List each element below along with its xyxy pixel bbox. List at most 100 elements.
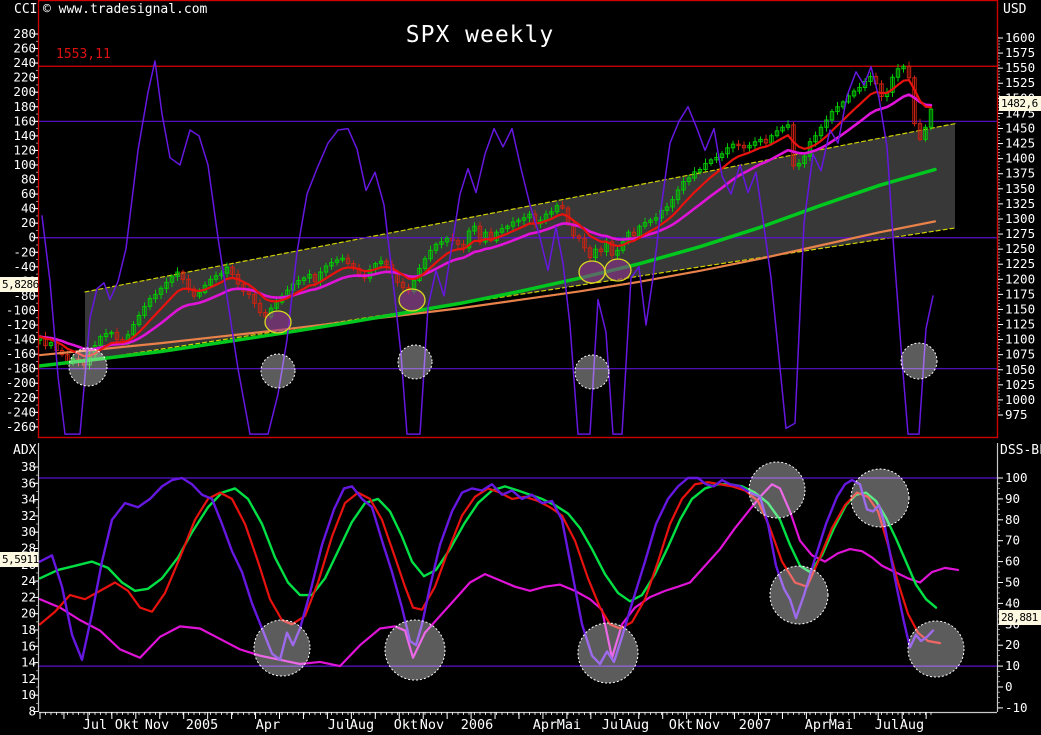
svg-text:0: 0 — [28, 230, 36, 245]
svg-text:260: 260 — [13, 41, 36, 56]
svg-text:60: 60 — [21, 186, 36, 201]
svg-text:1125: 1125 — [1005, 317, 1035, 332]
main-left-axis-title: CCI — [14, 2, 38, 17]
svg-text:140: 140 — [13, 128, 36, 143]
svg-text:Jul: Jul — [83, 717, 107, 733]
svg-text:90: 90 — [1005, 491, 1020, 506]
svg-text:0: 0 — [1005, 679, 1013, 694]
svg-text:-260: -260 — [6, 419, 36, 434]
svg-text:18: 18 — [21, 622, 36, 637]
svg-text:-100: -100 — [6, 302, 36, 317]
svg-text:20: 20 — [21, 215, 36, 230]
svg-text:60: 60 — [1005, 554, 1020, 569]
svg-text:Mai: Mai — [557, 717, 581, 733]
svg-text:Mai: Mai — [829, 717, 853, 733]
svg-text:1575: 1575 — [1005, 45, 1035, 60]
svg-text:220: 220 — [13, 70, 36, 85]
svg-text:24: 24 — [21, 573, 36, 588]
svg-text:Jul: Jul — [328, 717, 352, 733]
svg-text:1275: 1275 — [1005, 226, 1035, 241]
svg-text:200: 200 — [13, 84, 36, 99]
svg-text:50: 50 — [1005, 575, 1020, 590]
svg-text:32: 32 — [21, 508, 36, 523]
svg-text:12: 12 — [21, 671, 36, 686]
bottom-left-value-box: 5,5911 — [0, 552, 39, 567]
svg-text:1325: 1325 — [1005, 196, 1035, 211]
svg-text:-40: -40 — [13, 259, 36, 274]
svg-text:16: 16 — [21, 638, 36, 653]
svg-text:1425: 1425 — [1005, 136, 1035, 151]
svg-text:1250: 1250 — [1005, 241, 1035, 256]
svg-text:-220: -220 — [6, 390, 36, 405]
svg-text:100: 100 — [1005, 470, 1028, 485]
svg-text:2005: 2005 — [186, 717, 219, 733]
svg-text:20: 20 — [21, 606, 36, 621]
svg-text:Nov: Nov — [696, 717, 720, 733]
svg-text:30: 30 — [21, 524, 36, 539]
chart-title: SPX weekly — [405, 22, 555, 48]
svg-text:1600: 1600 — [1005, 30, 1035, 45]
svg-text:Aug: Aug — [350, 717, 374, 733]
svg-text:120: 120 — [13, 142, 36, 157]
svg-text:1550: 1550 — [1005, 60, 1035, 75]
svg-text:28: 28 — [21, 541, 36, 556]
svg-text:1525: 1525 — [1005, 75, 1035, 90]
svg-text:Nov: Nov — [145, 717, 169, 733]
svg-text:Jul: Jul — [602, 717, 626, 733]
svg-text:10: 10 — [1005, 658, 1020, 673]
svg-text:1300: 1300 — [1005, 211, 1035, 226]
svg-text:36: 36 — [21, 475, 36, 490]
bottom-right-value-box: 28,881 — [999, 610, 1041, 625]
svg-text:280: 280 — [13, 26, 36, 41]
svg-text:1100: 1100 — [1005, 332, 1035, 347]
main-right-value-box: 1482,6 — [999, 96, 1041, 111]
svg-text:-200: -200 — [6, 375, 36, 390]
svg-text:80: 80 — [21, 172, 36, 187]
svg-text:Aug: Aug — [625, 717, 649, 733]
svg-text:-180: -180 — [6, 361, 36, 376]
svg-text:1150: 1150 — [1005, 301, 1035, 316]
svg-text:-160: -160 — [6, 346, 36, 361]
svg-text:38: 38 — [21, 459, 36, 474]
svg-text:-10: -10 — [1005, 700, 1028, 715]
main-left-value-box: 5,8286 — [0, 277, 39, 292]
svg-text:Jul: Jul — [875, 717, 899, 733]
svg-text:1075: 1075 — [1005, 347, 1035, 362]
svg-text:1050: 1050 — [1005, 362, 1035, 377]
svg-text:80: 80 — [1005, 512, 1020, 527]
svg-text:160: 160 — [13, 113, 36, 128]
svg-text:-140: -140 — [6, 332, 36, 347]
svg-text:Okt: Okt — [394, 717, 418, 733]
main-right-axis-title: USD — [1003, 2, 1027, 17]
svg-text:14: 14 — [21, 655, 36, 670]
svg-text:Okt: Okt — [115, 717, 139, 733]
bottom-right-axis-title: DSS-BL — [1000, 443, 1041, 458]
svg-text:180: 180 — [13, 99, 36, 114]
svg-text:1400: 1400 — [1005, 151, 1035, 166]
svg-text:1175: 1175 — [1005, 286, 1035, 301]
svg-text:Okt: Okt — [669, 717, 693, 733]
svg-text:Aug: Aug — [900, 717, 924, 733]
svg-text:1375: 1375 — [1005, 166, 1035, 181]
svg-text:-240: -240 — [6, 404, 36, 419]
svg-text:1200: 1200 — [1005, 271, 1035, 286]
svg-text:100: 100 — [13, 157, 36, 172]
svg-text:20: 20 — [1005, 637, 1020, 652]
svg-text:1225: 1225 — [1005, 256, 1035, 271]
svg-text:40: 40 — [21, 201, 36, 216]
svg-text:34: 34 — [21, 492, 36, 507]
svg-text:22: 22 — [21, 589, 36, 604]
svg-text:Apr: Apr — [805, 717, 829, 733]
svg-text:1025: 1025 — [1005, 377, 1035, 392]
svg-text:1000: 1000 — [1005, 392, 1035, 407]
svg-text:1350: 1350 — [1005, 181, 1035, 196]
svg-text:Apr: Apr — [533, 717, 557, 733]
svg-text:10: 10 — [21, 687, 36, 702]
svg-text:Nov: Nov — [420, 717, 444, 733]
svg-text:-20: -20 — [13, 244, 36, 259]
copyright-text: © www.tradesignal.com — [43, 2, 208, 17]
svg-text:975: 975 — [1005, 407, 1028, 422]
svg-text:70: 70 — [1005, 533, 1020, 548]
